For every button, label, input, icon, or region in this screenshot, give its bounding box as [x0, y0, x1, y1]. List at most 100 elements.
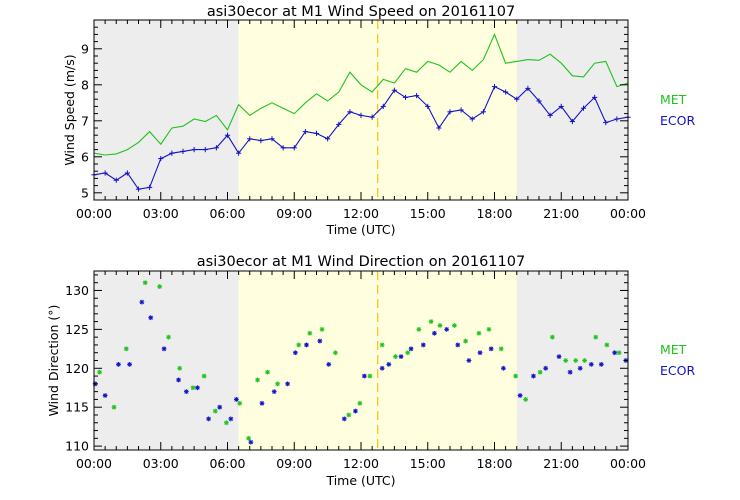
- data-point-ecor: [525, 85, 531, 91]
- data-point-met: [537, 369, 543, 375]
- y-axis-label: Wind Direction (°): [46, 305, 61, 417]
- data-point-met: [212, 408, 218, 414]
- data-point-ecor: [469, 116, 475, 122]
- data-point-met: [486, 326, 492, 332]
- x-tick-label: 15:00: [410, 206, 446, 221]
- data-point-met: [573, 358, 579, 363]
- data-point-ecor: [514, 96, 520, 102]
- data-point-ecor: [425, 103, 431, 109]
- data-point-ecor: [217, 404, 223, 410]
- data-point-ecor: [302, 129, 308, 135]
- data-point-ecor: [148, 315, 154, 321]
- data-point-ecor: [248, 439, 254, 445]
- data-point-met: [346, 412, 352, 418]
- data-point-ecor: [379, 365, 385, 371]
- y-tick-label: 120: [65, 361, 89, 376]
- data-point-met: [357, 400, 363, 406]
- data-point-ecor: [408, 346, 414, 352]
- data-point-ecor: [580, 105, 587, 111]
- y-axis-label: Wind Speed (m/s): [62, 54, 77, 165]
- x-tick-label: 00:00: [76, 206, 112, 221]
- data-point-met: [393, 354, 398, 360]
- data-point-met: [523, 397, 529, 402]
- data-point-met: [296, 342, 302, 348]
- chart-title: asi30ecor at M1 Wind Speed on 20161107: [207, 4, 515, 20]
- data-point-ecor: [567, 369, 573, 375]
- data-point-ecor: [480, 109, 486, 115]
- shade-band-night: [516, 20, 628, 200]
- data-point-ecor: [113, 177, 119, 183]
- legend-met: MET: [660, 92, 687, 107]
- data-point-ecor: [336, 121, 342, 127]
- data-point-ecor: [124, 170, 130, 176]
- x-tick-label: 06:00: [209, 206, 245, 221]
- data-point-met: [223, 420, 229, 426]
- data-point-met: [255, 377, 260, 383]
- legend-met: MET: [660, 342, 687, 357]
- data-point-met: [333, 350, 338, 356]
- data-point-met: [428, 319, 434, 324]
- data-point-ecor: [206, 416, 211, 422]
- data-point-ecor: [228, 416, 234, 422]
- data-point-ecor: [236, 150, 242, 156]
- x-tick-label: 18:00: [476, 456, 512, 471]
- data-point-ecor: [147, 184, 153, 190]
- x-tick-label: 12:00: [343, 456, 379, 471]
- legend-ecor: ECOR: [660, 363, 695, 378]
- data-point-ecor: [402, 94, 409, 100]
- data-point-ecor: [161, 346, 167, 352]
- data-point-ecor: [135, 186, 142, 192]
- data-point-met: [265, 369, 270, 375]
- wind-speed-chart: 00:00 03:00 06:00 09:00 12:00 15:00 18:00 21:00…: [62, 4, 695, 237]
- data-point-ecor: [612, 350, 618, 356]
- shade-band-night: [94, 271, 239, 450]
- data-point-ecor: [598, 361, 604, 367]
- data-point-ecor: [391, 87, 397, 93]
- data-point-met: [582, 358, 588, 363]
- y-tick-label: 110: [65, 439, 89, 454]
- data-point-ecor: [543, 365, 549, 371]
- data-point-met: [201, 373, 207, 379]
- data-point-met: [275, 381, 280, 387]
- x-tick-label: 03:00: [143, 206, 179, 221]
- data-point-ecor: [326, 361, 332, 367]
- x-tick-label: 21:00: [543, 456, 579, 471]
- x-tick-label: 06:00: [209, 456, 245, 471]
- data-point-ecor: [432, 330, 437, 336]
- data-point-ecor: [361, 373, 367, 379]
- data-point-met: [563, 358, 569, 363]
- data-point-met: [437, 323, 443, 328]
- x-tick-label: 03:00: [143, 456, 179, 471]
- data-point-ecor: [477, 350, 483, 356]
- data-point-ecor: [285, 381, 290, 387]
- data-point-ecor: [592, 94, 598, 100]
- data-point-ecor: [517, 393, 523, 398]
- wind-direction-chart: 00:00 03:00 06:00 09:00 12:00 15:00 18:00 21:00…: [46, 254, 695, 488]
- data-point-ecor: [271, 389, 277, 395]
- data-point-ecor: [202, 147, 208, 153]
- data-point-ecor: [501, 365, 506, 371]
- data-point-ecor: [102, 170, 108, 176]
- data-point-met: [177, 365, 183, 371]
- data-point-ecor: [234, 397, 239, 402]
- x-tick-label: 21:00: [543, 206, 579, 221]
- data-point-met: [616, 350, 622, 356]
- y-tick-label: 115: [65, 400, 89, 415]
- data-point-met: [246, 435, 252, 441]
- data-point-ecor: [169, 150, 175, 156]
- x-tick-label: 18:00: [476, 206, 512, 221]
- x-tick-label: 09:00: [276, 206, 312, 221]
- data-point-ecor: [603, 120, 609, 126]
- data-point-ecor: [444, 326, 450, 332]
- data-point-met: [367, 373, 373, 379]
- data-point-ecor: [291, 145, 297, 151]
- data-point-ecor: [258, 138, 264, 144]
- data-point-ecor: [292, 350, 298, 356]
- data-point-met: [237, 400, 243, 406]
- y-tick-label: 130: [65, 283, 89, 298]
- data-point-met: [157, 284, 163, 289]
- data-point-met: [498, 346, 504, 352]
- x-tick-label: 00:00: [610, 456, 646, 471]
- data-point-met: [142, 280, 148, 286]
- x-tick-label: 15:00: [410, 456, 446, 471]
